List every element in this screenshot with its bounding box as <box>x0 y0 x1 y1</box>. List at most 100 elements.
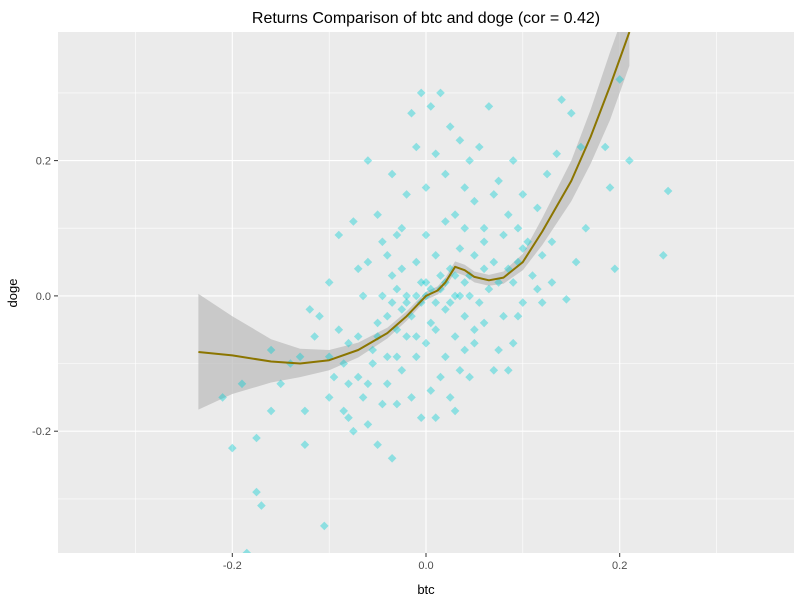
scatter-point <box>450 291 460 301</box>
scatter-point <box>387 298 397 307</box>
scatter-point <box>605 183 615 192</box>
x-tick-label: 0.0 <box>418 560 433 572</box>
scatter-point <box>387 454 397 463</box>
scatter-point <box>504 366 513 375</box>
scatter-point <box>513 311 523 321</box>
scatter-point <box>421 338 431 348</box>
scatter-point <box>421 230 431 240</box>
scatter-point <box>663 186 673 196</box>
scatter-point <box>518 190 528 199</box>
scatter-point <box>470 325 479 334</box>
scatter-point <box>378 291 387 301</box>
scatter-point <box>445 122 455 131</box>
scatter-point <box>412 332 421 341</box>
scatter-point <box>257 501 266 510</box>
scatter-point <box>407 393 416 402</box>
scatter-point <box>441 352 450 362</box>
scatter-point <box>445 298 455 307</box>
scatter-point <box>470 251 479 260</box>
y-tick-label: 0.2 <box>36 156 51 168</box>
scatter-point <box>455 136 465 145</box>
scatter-point <box>508 278 518 287</box>
scatter-point <box>266 345 276 355</box>
scatter-point <box>489 257 499 267</box>
scatter-point <box>426 386 436 395</box>
scatter-point <box>494 176 503 186</box>
scatter-point <box>508 156 518 165</box>
scatter-point <box>320 521 329 531</box>
scatter-point <box>237 379 247 389</box>
scatter-point <box>465 156 474 165</box>
scatter-point <box>383 379 392 389</box>
scatter-point <box>228 443 237 453</box>
scatter-point <box>518 298 528 307</box>
scatter-point <box>402 190 411 199</box>
y-axis-ticks: -0.2 0.0 0.2 <box>32 156 58 438</box>
scatter-point <box>494 345 503 355</box>
scatter-point <box>315 311 324 321</box>
scatter-point <box>368 359 377 368</box>
scatter-point <box>475 142 484 152</box>
scatter-point <box>659 251 668 260</box>
scatter-point <box>581 223 591 233</box>
scatter-point <box>567 108 576 118</box>
scatter-point <box>571 257 581 267</box>
scatter-point <box>562 295 571 304</box>
scatter-point <box>460 278 469 287</box>
scatter-point <box>460 311 469 321</box>
scatter-point <box>455 366 465 375</box>
scatter-point <box>363 379 373 389</box>
scatter-point <box>358 291 368 301</box>
scatter-point <box>397 223 407 233</box>
scatter-point <box>484 102 494 111</box>
scatter-point <box>373 332 382 341</box>
scatter-point <box>383 311 392 321</box>
scatter-point <box>412 257 421 267</box>
scatter-point <box>252 433 261 443</box>
scatter-point <box>402 298 411 307</box>
scatter-point <box>353 332 363 341</box>
scatter-point <box>537 298 547 307</box>
scatter-point <box>470 196 479 206</box>
scatter-point <box>266 406 276 416</box>
scatter-point <box>344 338 353 348</box>
scatter-point <box>513 223 523 233</box>
scatter-point <box>489 190 499 199</box>
scatter-points-layer <box>218 75 673 553</box>
scatter-point <box>441 169 450 179</box>
scatter-point <box>378 237 387 247</box>
scatter-point <box>416 298 426 307</box>
scatter-point <box>431 251 440 260</box>
scatter-point <box>373 318 382 328</box>
scatter-point <box>397 366 407 375</box>
scatter-point <box>392 325 402 334</box>
scatter-point <box>513 257 523 267</box>
scatter-point <box>300 406 310 416</box>
scatter-point <box>344 379 353 389</box>
scatter-point <box>431 149 440 159</box>
scatter-point <box>300 440 310 449</box>
chart-title: Returns Comparison of btc and doge (cor … <box>252 10 600 27</box>
scatter-point <box>450 332 460 341</box>
y-tick-label: -0.2 <box>32 426 51 438</box>
scatter-point <box>373 440 382 449</box>
scatter-point <box>412 291 421 301</box>
scatter-point <box>625 156 634 165</box>
scatter-point <box>358 393 368 402</box>
scatter-point <box>397 264 407 274</box>
scatter-point <box>431 325 440 334</box>
scatter-point <box>436 88 445 98</box>
scatter-point <box>445 393 455 402</box>
scatter-point <box>431 413 440 422</box>
scatter-point <box>533 203 542 213</box>
smooth-trend-line <box>198 32 631 365</box>
scatter-point <box>324 352 334 362</box>
scatter-point <box>383 251 392 260</box>
scatter-point <box>450 406 460 416</box>
scatter-point <box>508 338 518 348</box>
scatter-point <box>421 278 431 287</box>
scatter-point <box>378 399 387 409</box>
scatter-point <box>499 230 508 240</box>
scatter-point <box>479 237 489 247</box>
scatter-point <box>441 305 450 314</box>
